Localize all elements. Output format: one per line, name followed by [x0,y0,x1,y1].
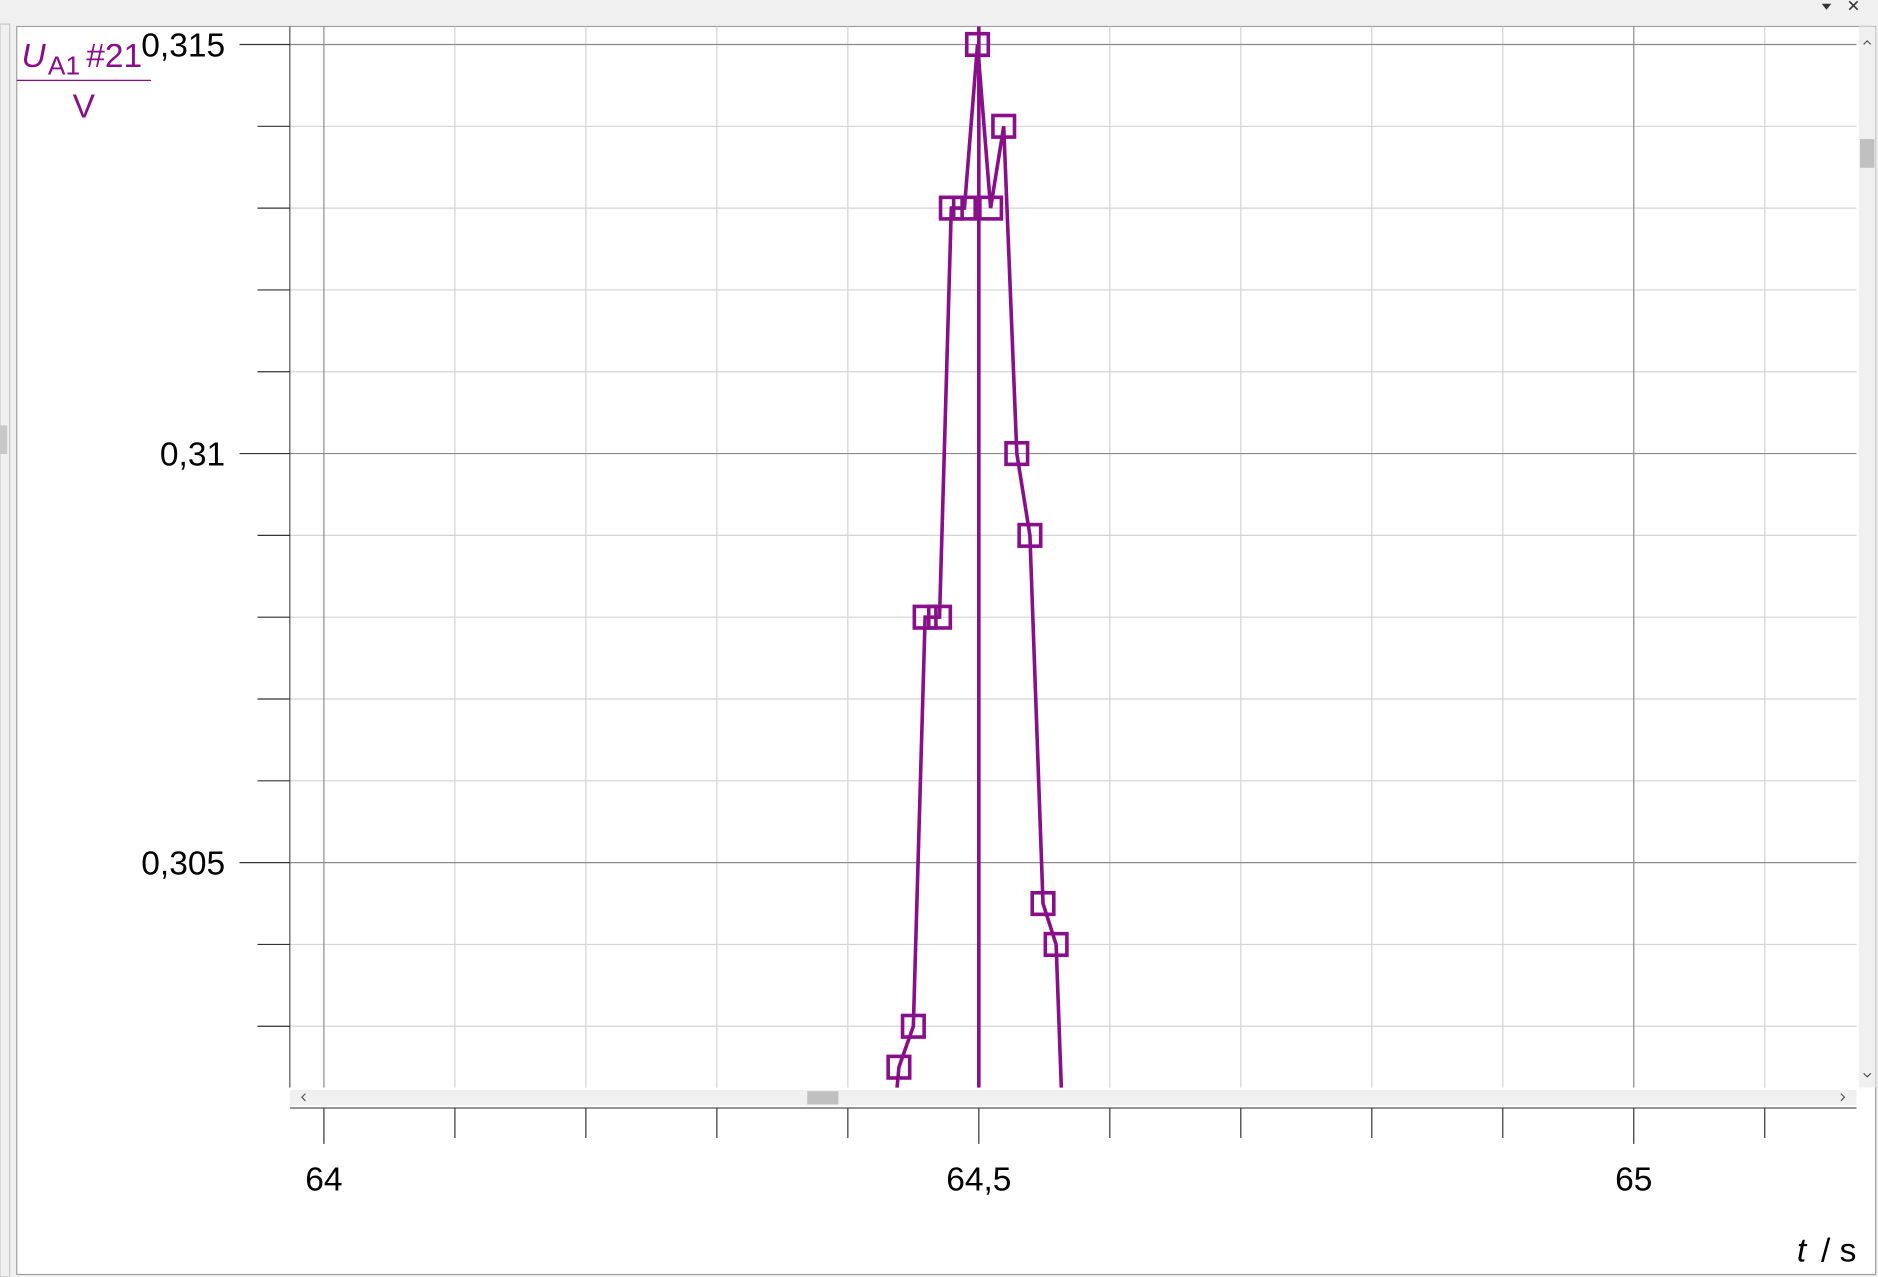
data-point [978,195,1004,221]
chart-panel [16,25,1877,1276]
y-label-unit: V [73,88,96,125]
x-label-symbol: t [1797,1232,1808,1269]
y-label-subscript: A1 [48,50,80,80]
horizontal-scroll-thumb[interactable] [807,1091,839,1105]
x-label-unit: / s [1821,1232,1856,1269]
vertical-scroll-thumb[interactable] [1860,139,1875,168]
y-tick-label: 0,31 [160,437,225,474]
horizontal-scrollbar[interactable] [289,1090,1857,1106]
y-label-suffix: #21 [86,38,142,75]
vertical-scrollbar[interactable] [1858,26,1876,1088]
data-point [938,195,964,221]
data-point [964,31,991,58]
y-tick-label: 0,315 [141,27,225,64]
grid [289,26,1857,1088]
data-point [1030,890,1056,917]
left-splitter[interactable] [0,23,11,1277]
data-point [1004,440,1030,467]
data-point [926,604,953,630]
data-point [991,113,1017,139]
data-point [1017,522,1043,548]
splitter-handle[interactable] [0,425,8,455]
labels: U A1 #21 V t / s [16,38,1856,1269]
data-point [900,1013,926,1039]
y-tick-label: 0,305 [141,846,225,883]
x-tick-label: 64,5 [946,1162,1011,1199]
data-point [951,195,978,221]
close-button[interactable] [1848,0,1859,11]
vertical-scroll-arrows[interactable] [1863,39,1872,1078]
dropdown-button[interactable] [1821,3,1832,10]
y-label-symbol: U [22,38,47,75]
data-point [886,1054,912,1080]
data-line [895,44,1064,1088]
data-point [912,604,938,630]
data-point [1043,931,1069,958]
plot-area [886,26,1069,1088]
horizontal-scroll-arrows[interactable] [300,1093,1846,1102]
x-tick-label: 65 [1615,1162,1652,1199]
x-tick-label: 64 [305,1162,342,1199]
